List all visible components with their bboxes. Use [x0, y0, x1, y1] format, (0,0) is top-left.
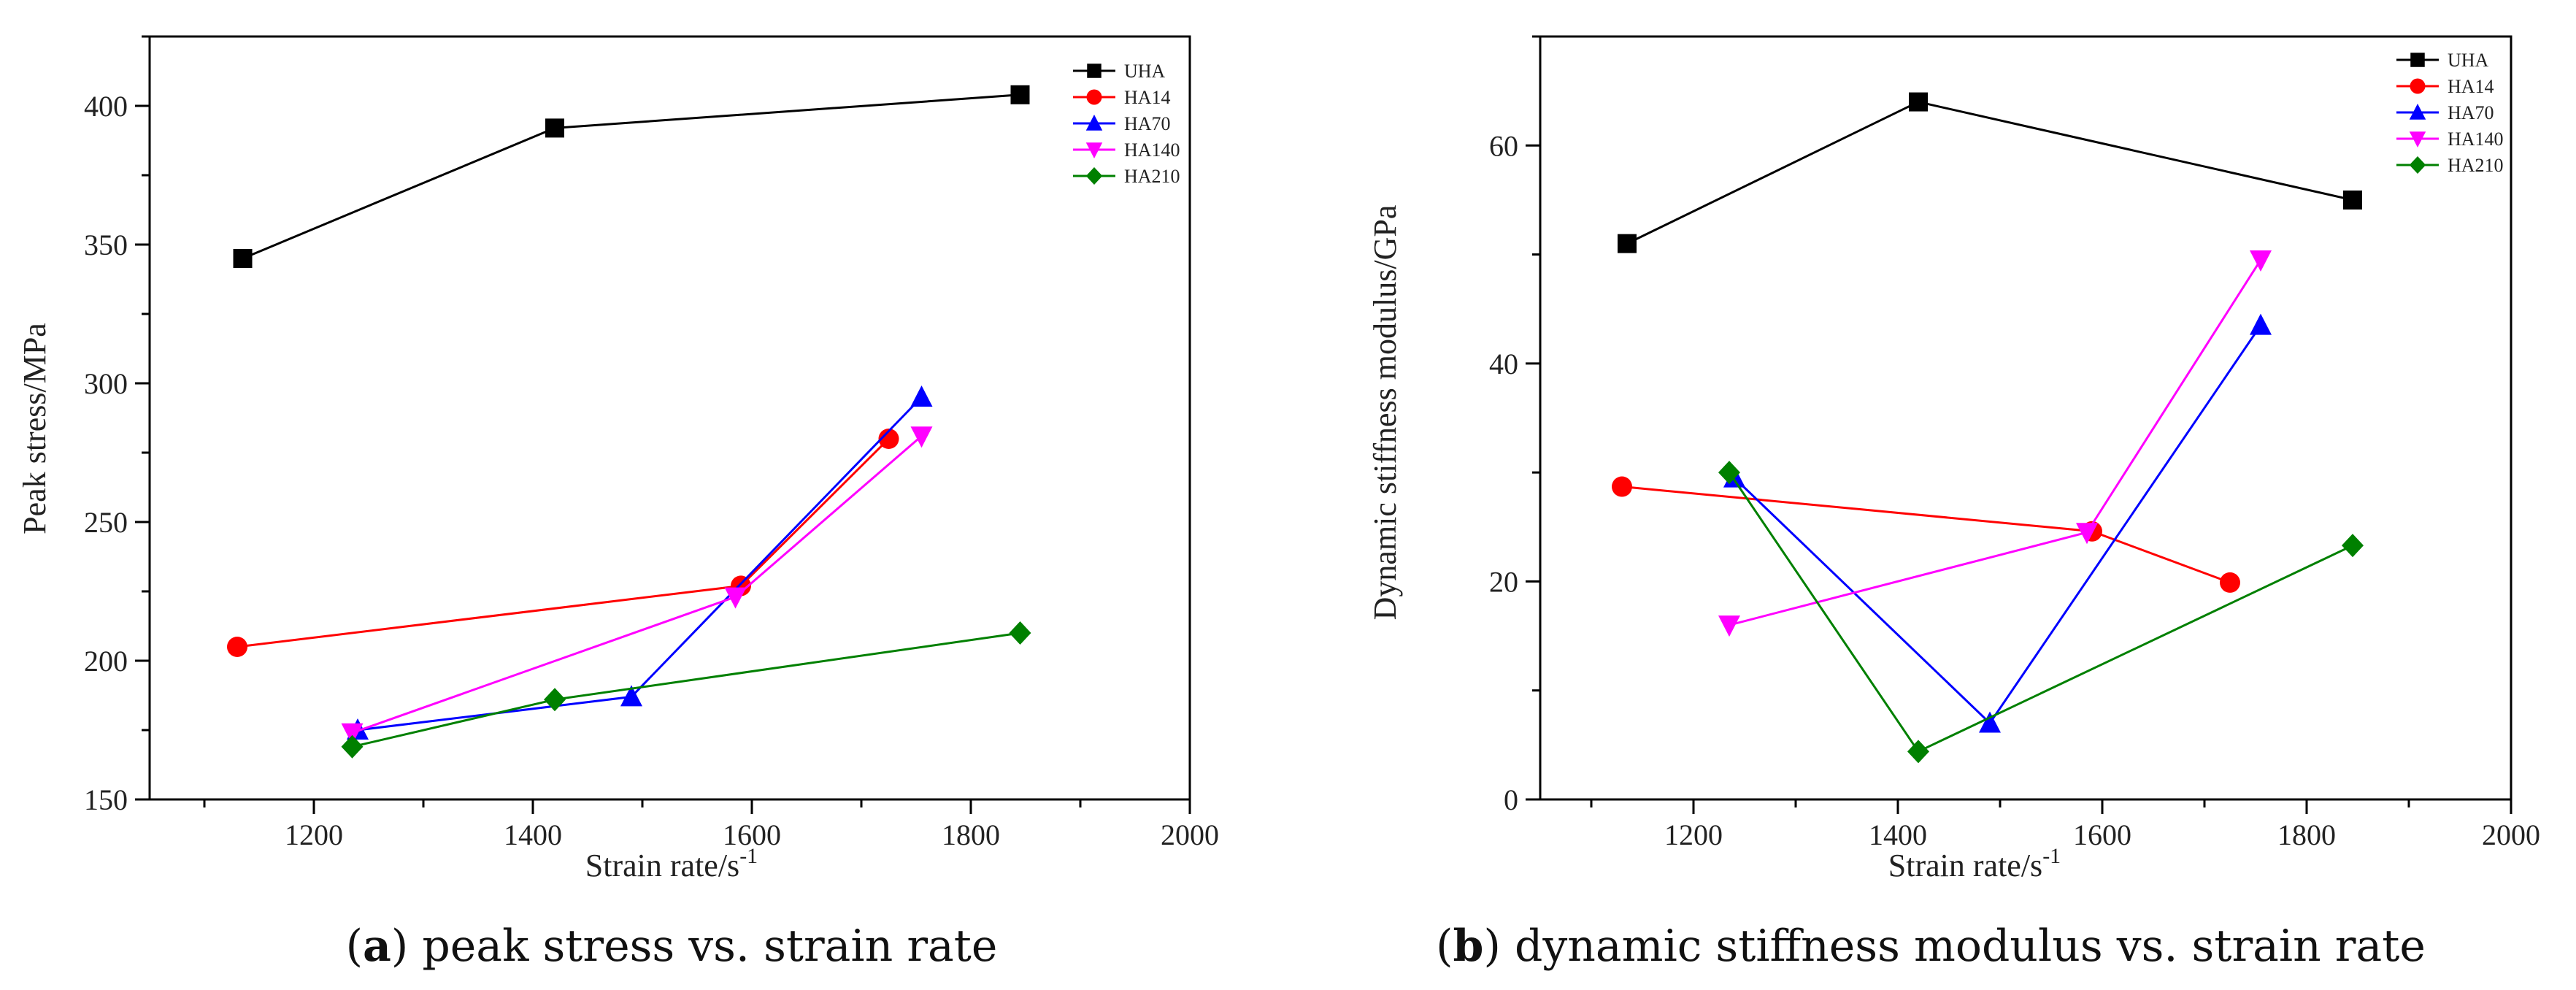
panel-a-y-tick-label: 300 [84, 367, 128, 400]
panel-a-series-uha-point [545, 118, 564, 138]
panel-b-legend-ha70-marker [2409, 104, 2426, 120]
panel-a-x-tick-label: 1800 [942, 818, 1000, 851]
panel-a-caption-letter: a [363, 921, 391, 972]
panel-a-series-ha210-line [352, 632, 1020, 748]
panel-b-plot-frame [1539, 35, 2512, 801]
panel-a-series-uha-line [242, 93, 1020, 260]
panel-b-caption: (b) dynamic stiffness modulus vs. strain… [1436, 921, 2426, 972]
panel-b-series-uha-point [2343, 190, 2362, 210]
panel-b-legend-ha210-label: HA210 [2448, 155, 2504, 176]
panel-a-series-ha210-point [1009, 621, 1031, 645]
panel-b-series-ha140-point [2076, 523, 2098, 545]
panel-b-x-tick-label: 1800 [2277, 818, 2336, 851]
panel-b-legend-uha-label: UHA [2448, 50, 2489, 71]
panel-a-legend-ha70-label: HA70 [1124, 113, 1171, 134]
panel-a-series-ha70-line [357, 396, 923, 732]
panel-a-series-ha210-point [544, 688, 566, 712]
panel-a-series-uha-point [1010, 85, 1030, 104]
panel-a-legend-ha140-label: HA140 [1124, 139, 1180, 161]
panel-a-y-tick-label: 400 [84, 90, 128, 123]
panel-a-series-ha14-line [237, 437, 890, 648]
panel-b-y-tick-label: 0 [1504, 783, 1518, 816]
panel-b-dynamic-stiffness: 1200 1400 1600 1800 2000 0 20 40 60 UHA HA14 HA70 HA… [1367, 35, 2540, 972]
panel-b-plot-layer: 1200 1400 1600 1800 2000 0 20 40 60 UHA HA14 HA70 HA… [1489, 35, 2540, 851]
panel-b-series-ha70-point [1979, 711, 2001, 733]
panel-b-series-ha210-point [1718, 461, 1740, 485]
panel-b-series-ha14-line [1621, 486, 2231, 584]
panel-a-series-ha70-point [620, 685, 642, 707]
panel-b-series-uha-point [1909, 92, 1928, 112]
panel-b-caption-letter: b [1453, 921, 1484, 972]
panel-a-legend-ha70-marker [1085, 115, 1103, 131]
panel-a-legend-uha-label: UHA [1124, 61, 1166, 82]
panel-b-legend-ha210-marker [2409, 156, 2426, 174]
panel-b-legend-ha140-label: HA140 [2448, 128, 2504, 150]
panel-b-caption-text: dynamic stiffness modulus vs. strain rat… [1515, 921, 2426, 972]
panel-b-x-tick-label: 1600 [2073, 818, 2131, 851]
panel-a-series-ha140-point [724, 587, 747, 609]
panel-b-legend-uha-marker [2410, 53, 2425, 67]
panel-b-x-tick-label: 1400 [1869, 818, 1927, 851]
panel-b-y-tick-label: 60 [1489, 129, 1518, 162]
panel-b-series-ha210-point [1907, 740, 1929, 764]
panel-a-x-tick-label: 2000 [1161, 818, 1219, 851]
panel-b-series-ha210-point [2342, 534, 2364, 558]
panel-a-legend-uha-marker [1087, 64, 1101, 78]
panel-a-legend-ha210-marker [1085, 167, 1103, 185]
panel-b-series-ha140-point [1718, 615, 1740, 637]
panel-a-plot-layer: 1200 1400 1600 1800 2000 150 200 250 300 350 400 UH… [84, 35, 1219, 851]
panel-a-peak-stress: 1200 1400 1600 1800 2000 150 200 250 300 350 400 UH… [17, 35, 1219, 972]
panel-a-legend-ha140-marker [1085, 142, 1103, 158]
panel-a-y-tick-label: 200 [84, 645, 128, 678]
panel-b-series-ha14-point [2220, 572, 2240, 593]
panel-a-series-ha140-point [341, 723, 364, 745]
panel-b-legend-ha140-marker [2409, 131, 2426, 147]
panel-a-series-ha210-point [341, 734, 364, 759]
panel-b-y-tick-label: 40 [1489, 348, 1518, 380]
panel-a-x-axis-label: Strain rate/s-1 [585, 844, 758, 883]
panel-a-caption-text: peak stress vs. strain rate [422, 921, 997, 972]
panel-a-legend-ha210-label: HA210 [1124, 166, 1180, 187]
panel-b-x-axis-label: Strain rate/s-1 [1888, 844, 2061, 883]
panel-b-x-tick-label: 1200 [1664, 818, 1723, 851]
panel-b-series-ha70-point [2250, 313, 2272, 335]
panel-b-series-ha210-line [1728, 472, 2353, 753]
panel-a-y-axis-label: Peak stress/MPa [17, 323, 53, 534]
panel-b-legend-ha14-marker [2410, 78, 2426, 94]
panel-a-series-ha14-point [227, 637, 247, 657]
panel-a-y-tick-label: 350 [84, 229, 128, 261]
panel-a-y-tick-label: 150 [84, 783, 128, 816]
panel-b-series-uha-line [1626, 100, 2353, 245]
panel-a-x-tick-label: 1200 [285, 818, 343, 851]
panel-b-legend-ha70-label: HA70 [2448, 102, 2494, 123]
panel-a-series-ha14-point [878, 429, 899, 449]
panel-a-series-ha140-point [910, 426, 933, 448]
panel-a-x-tick-label: 1400 [504, 818, 562, 851]
panel-a-legend-ha14-label: HA14 [1124, 87, 1171, 108]
panel-a-caption: (a) peak stress vs. strain rate [346, 921, 998, 972]
panel-b-series-uha-point [1618, 234, 1637, 253]
panel-a-series-uha-point [233, 249, 253, 268]
panel-b-series-ha14-point [1612, 476, 1632, 497]
panel-b-y-tick-label: 20 [1489, 565, 1518, 598]
panel-b-x-tick-label: 2000 [2482, 818, 2540, 851]
panel-a-y-tick-label: 250 [84, 506, 128, 539]
panel-b-legend-ha14-label: HA14 [2448, 76, 2494, 97]
panel-a-series-ha70-point [910, 385, 933, 407]
panel-b-y-axis-label: Dynamic stiffness modulus/GPa [1367, 205, 1403, 621]
panel-b-series-ha140-point [2250, 250, 2272, 272]
panel-a-legend-ha14-marker [1086, 89, 1102, 105]
panel-a-plot-frame [148, 35, 1191, 801]
panel-a-x-tick-label: 1600 [723, 818, 781, 851]
